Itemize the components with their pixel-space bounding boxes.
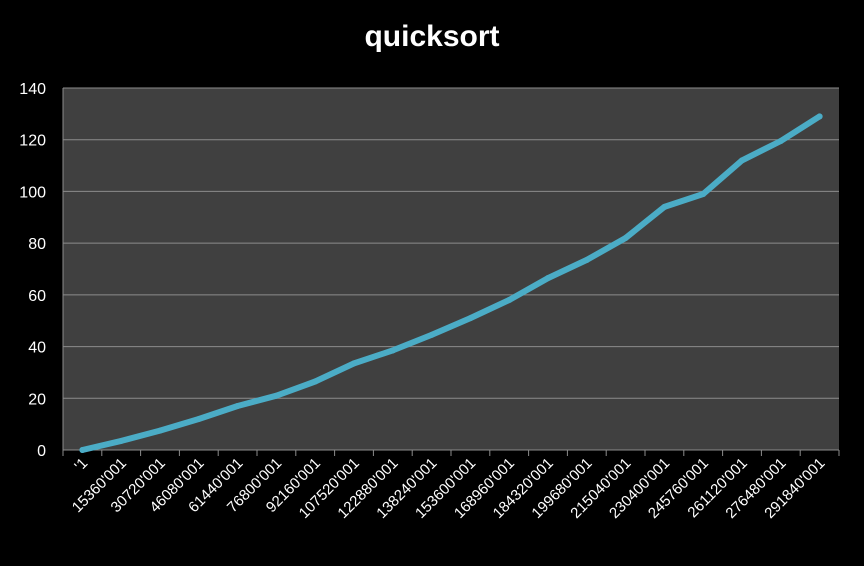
data-point [816, 113, 823, 120]
plot-area [63, 88, 839, 450]
x-tick-label: '1 [71, 455, 91, 475]
data-point [583, 256, 590, 263]
data-point [195, 415, 202, 422]
x-axis-ticks: '115360'00130720'00146080'00161440'00176… [62, 450, 840, 522]
data-point [545, 275, 551, 282]
y-tick-label: 0 [37, 443, 46, 460]
y-tick-label: 80 [28, 236, 46, 253]
y-tick-label: 20 [28, 391, 46, 408]
y-tick-label: 140 [19, 81, 46, 98]
y-tick-label: 40 [28, 340, 46, 357]
data-point [157, 427, 163, 434]
y-tick-label: 120 [19, 133, 46, 150]
data-point [389, 347, 396, 354]
data-point [739, 157, 745, 164]
data-point [661, 203, 668, 210]
data-point [506, 297, 513, 304]
series-line [79, 113, 823, 453]
data-point [777, 138, 784, 145]
data-point [312, 378, 319, 385]
series-points [79, 113, 823, 453]
chart-title: quicksort [364, 20, 500, 53]
data-point [700, 191, 707, 198]
data-point [428, 331, 435, 338]
data-point [467, 315, 474, 322]
y-tick-label: 60 [28, 288, 46, 305]
y-axis-ticks: 0 20 40 60 80 100 120 140 [19, 81, 46, 460]
data-point [118, 437, 125, 444]
data-point [234, 403, 241, 410]
y-tick-label: 100 [19, 184, 46, 201]
data-point [351, 360, 357, 367]
data-point [79, 447, 86, 453]
data-point [273, 392, 280, 399]
data-point [622, 234, 629, 241]
